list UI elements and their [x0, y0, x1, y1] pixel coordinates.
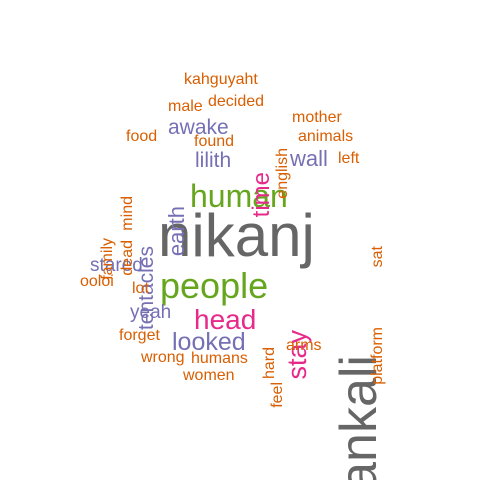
- word-human: human: [190, 178, 288, 214]
- word-people: people: [160, 265, 269, 306]
- word-food: food: [126, 128, 158, 145]
- word-earth: earth: [164, 206, 189, 257]
- word-hard: hard: [261, 347, 278, 380]
- word-lot: lot: [132, 280, 149, 297]
- word-humans: humans: [191, 350, 248, 367]
- word-platform: platform: [369, 327, 386, 385]
- word-wall: wall: [290, 146, 328, 171]
- word-decided: decided: [208, 93, 265, 110]
- word-stared: stared: [90, 255, 143, 276]
- word-mind: mind: [119, 196, 136, 231]
- word-forget: forget: [119, 327, 160, 344]
- word-wrong: wrong: [141, 349, 185, 366]
- word-found: found: [194, 133, 235, 150]
- word-sat: sat: [369, 246, 386, 268]
- word-looked: looked: [172, 328, 246, 356]
- word-time: time: [248, 172, 275, 218]
- word-dead: dead: [119, 240, 136, 276]
- word-awake: awake: [168, 116, 229, 139]
- word-male: male: [168, 98, 203, 115]
- word-yeah: yeah: [130, 302, 172, 323]
- word-animals: animals: [298, 128, 354, 145]
- word-mother: mother: [292, 109, 342, 126]
- word-lilith: lilith: [195, 149, 232, 172]
- word-ooloi: ooloi: [80, 273, 114, 290]
- word-kahguyaht: kahguyaht: [184, 71, 258, 88]
- word-nikanj: nikanj: [158, 202, 315, 269]
- word-arms: arms: [286, 337, 322, 354]
- word-women: women: [183, 367, 235, 384]
- word-head: head: [194, 304, 257, 335]
- word-left: left: [338, 150, 360, 167]
- word-feel: feel: [269, 382, 286, 408]
- word-english: english: [274, 148, 291, 199]
